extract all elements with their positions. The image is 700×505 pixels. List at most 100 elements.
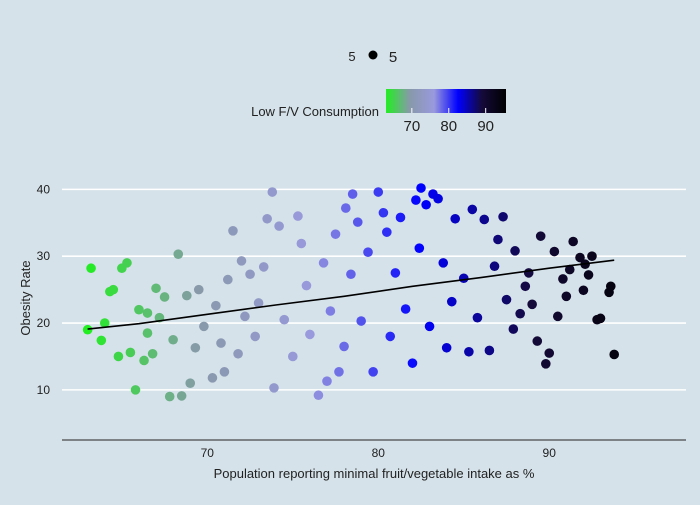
data-point — [549, 246, 560, 257]
data-point — [508, 324, 519, 334]
y-axis-ticks: 10 20 30 40 — [37, 182, 51, 397]
data-point — [168, 334, 178, 345]
data-point — [125, 347, 136, 358]
data-point — [279, 314, 290, 325]
data-point — [199, 321, 209, 332]
x-axis-title: Population reporting minimal fruit/veget… — [214, 466, 535, 481]
color-legend-title: Low F/V Consumption — [251, 104, 379, 119]
data-point — [493, 234, 503, 245]
data-point — [587, 251, 597, 262]
data-point — [96, 335, 107, 346]
data-point — [296, 238, 307, 249]
trend-line — [87, 259, 615, 330]
data-point — [262, 213, 272, 224]
data-point — [568, 236, 578, 247]
data-point — [269, 383, 279, 393]
data-point — [472, 312, 483, 323]
data-point — [190, 342, 201, 353]
data-point — [142, 328, 153, 338]
data-point — [113, 351, 124, 362]
data-point — [164, 391, 175, 402]
y-tick-label: 20 — [37, 316, 51, 330]
color-legend-tick-label: 90 — [477, 118, 494, 135]
data-point — [501, 294, 512, 305]
data-point — [151, 283, 161, 294]
data-point — [347, 189, 358, 199]
data-point — [535, 231, 546, 241]
data-point — [173, 249, 184, 259]
x-tick-label: 70 — [201, 446, 215, 460]
data-point — [176, 391, 187, 401]
data-point — [552, 311, 563, 322]
x-tick-label: 80 — [372, 446, 386, 460]
data-point — [467, 204, 478, 215]
data-point — [352, 217, 363, 227]
data-point — [339, 341, 349, 352]
data-point — [287, 351, 298, 362]
data-point — [421, 199, 431, 210]
data-point — [142, 308, 153, 318]
data-point — [207, 373, 218, 383]
y-axis-title: Obesity Rate — [18, 260, 33, 335]
data-point — [236, 256, 247, 266]
data-point — [185, 378, 196, 388]
data-point — [334, 367, 344, 377]
data-point — [373, 187, 384, 197]
data-point — [464, 346, 474, 357]
data-point — [322, 376, 332, 386]
data-point — [346, 269, 356, 280]
data-point — [407, 358, 418, 368]
data-point — [258, 262, 269, 272]
color-legend-tick-label: 70 — [404, 118, 421, 135]
x-axis-ticks: 70 80 90 — [201, 446, 557, 460]
data-point — [159, 292, 170, 302]
size-legend-marker — [368, 50, 378, 60]
data-point — [527, 299, 537, 310]
y-tick-label: 10 — [37, 383, 51, 397]
data-point — [424, 321, 435, 332]
data-point — [438, 258, 449, 268]
data-point — [219, 367, 230, 377]
data-point — [414, 243, 425, 253]
data-point — [250, 331, 260, 342]
data-point — [82, 324, 93, 335]
data-point — [390, 268, 401, 278]
color-legend-bar — [386, 89, 506, 113]
data-point — [595, 313, 606, 324]
data-point — [583, 270, 594, 280]
data-point — [223, 274, 233, 285]
data-point — [479, 214, 490, 225]
data-point — [523, 268, 534, 278]
data-point — [395, 212, 406, 223]
data-point — [564, 264, 575, 275]
color-legend: Low F/V Consumption 70 80 90 — [251, 89, 506, 135]
data-point — [139, 355, 149, 366]
data-point — [305, 329, 315, 340]
data-point — [489, 261, 500, 272]
data-point — [267, 187, 278, 197]
data-point — [558, 274, 568, 284]
data-point — [99, 318, 110, 328]
data-point — [325, 306, 336, 316]
size-legend-label-left: 5 — [348, 49, 355, 64]
x-tick-label: 90 — [543, 446, 557, 460]
data-point — [450, 213, 461, 224]
data-point — [330, 229, 341, 239]
data-point — [458, 273, 469, 284]
data-point — [498, 211, 508, 222]
data-point — [356, 316, 366, 326]
data-point — [510, 246, 520, 256]
data-point — [520, 281, 531, 292]
data-point — [318, 258, 329, 268]
data-point — [233, 348, 243, 359]
size-legend-label-right: 5 — [389, 49, 397, 66]
data-point — [193, 284, 204, 295]
data-point — [385, 331, 396, 342]
data-point — [400, 304, 411, 314]
data-point — [368, 367, 378, 377]
y-tick-label: 30 — [37, 249, 51, 263]
data-point — [216, 338, 226, 348]
data-point — [433, 193, 443, 204]
data-point — [382, 227, 392, 237]
